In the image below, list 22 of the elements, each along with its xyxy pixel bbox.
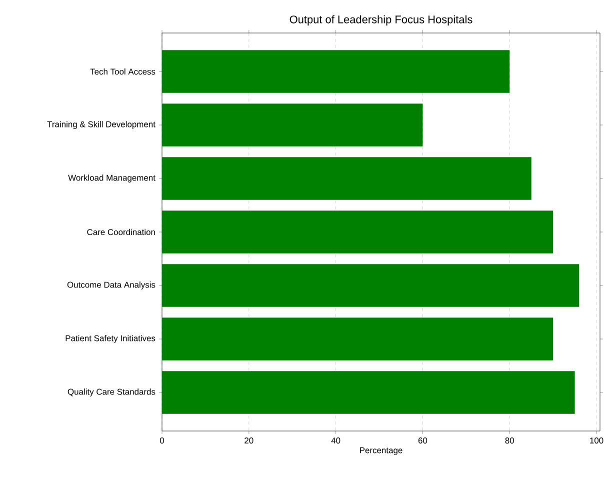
chart-title: Output of Leadership Focus Hospitals [290, 15, 472, 26]
x-tick-label: 40 [331, 438, 340, 444]
x-tick-label: 60 [418, 438, 428, 444]
x-tick-label: 20 [244, 438, 254, 444]
x-tick-label: 0 [160, 438, 164, 444]
bar [162, 264, 580, 307]
y-tick-label: Quality Care Standards [68, 388, 156, 396]
bar [162, 50, 510, 93]
y-tick-label: Care Coordination [87, 228, 155, 236]
x-tick-label: 100 [590, 438, 604, 444]
y-tick-label: Training & Skill Development [47, 121, 156, 129]
bar [162, 210, 554, 254]
y-tick-label: Workload Management [68, 174, 156, 182]
bar [162, 318, 554, 360]
bar [162, 157, 532, 200]
bar [162, 104, 423, 146]
x-axis-title: Percentage [360, 447, 402, 455]
y-tick-label: Patient Safety Initiatives [66, 335, 156, 343]
y-tick-label: Outcome Data Analysis [67, 282, 156, 290]
bar [162, 371, 575, 414]
y-tick-label: Tech Tool Access [90, 68, 156, 75]
x-tick-label: 80 [505, 438, 514, 444]
